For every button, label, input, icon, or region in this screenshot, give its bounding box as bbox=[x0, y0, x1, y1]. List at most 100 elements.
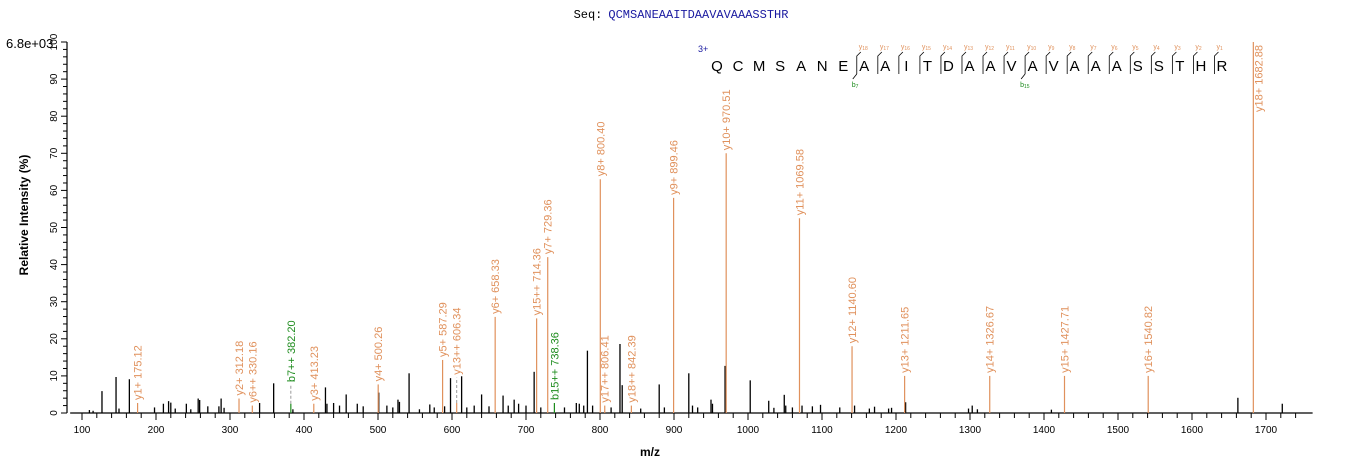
y-ion-label: y2 bbox=[1195, 44, 1202, 52]
peak-label: y13+ 1211.65 bbox=[900, 307, 912, 373]
y-ion-letter: y bbox=[859, 44, 863, 51]
peak-label: y11+ 1069.58 bbox=[794, 149, 806, 215]
y-ion-bracket bbox=[1003, 51, 1009, 74]
sequence-residue: A bbox=[1091, 58, 1101, 75]
x-tick-label: 1500 bbox=[1107, 425, 1130, 436]
y-ion-bracket bbox=[982, 51, 988, 74]
y-ion-bracket bbox=[1024, 51, 1030, 74]
peak-label: y18+ 1682.88 bbox=[1253, 45, 1265, 112]
sequence-residue: A bbox=[986, 58, 996, 75]
y-ion-label: y10 bbox=[1027, 44, 1036, 52]
y-ion-letter: y bbox=[943, 44, 947, 51]
peak-label: y10+ 970.51 bbox=[721, 89, 733, 150]
y-ion-number: 15 bbox=[925, 46, 931, 52]
intensity-max-label: 6.8e+03 bbox=[6, 36, 53, 51]
y-ion-bracket bbox=[1150, 51, 1156, 74]
y-ion-label: y7 bbox=[1090, 44, 1097, 52]
y-ion-letter: y bbox=[1090, 44, 1094, 51]
y-ion-label: y8 bbox=[1069, 44, 1076, 52]
y-tick-label: 20 bbox=[49, 333, 60, 345]
y-ion-label: y16 bbox=[901, 44, 910, 52]
y-ion-number: 16 bbox=[904, 46, 910, 52]
y-ion-letter: y bbox=[1153, 44, 1157, 51]
y-ion-letter: y bbox=[1216, 44, 1220, 51]
sequence-residue: V bbox=[1007, 58, 1017, 75]
peak-label: y14+ 1326.67 bbox=[985, 306, 997, 373]
x-tick-label: 1300 bbox=[959, 425, 982, 436]
y-ion-letter: y bbox=[1195, 44, 1199, 51]
y-ion-bracket bbox=[1087, 51, 1093, 74]
x-tick-label: 1400 bbox=[1033, 425, 1056, 436]
sequence-residue: S bbox=[1133, 58, 1143, 75]
peak-label: y15+ 1427.71 bbox=[1060, 306, 1072, 373]
b-ion-number: 7 bbox=[856, 84, 859, 90]
y-ion-label: y11 bbox=[1006, 44, 1015, 52]
chart-title: Seq: QCMSANEAAITDAAVAVAAASSTHR bbox=[0, 8, 1362, 22]
sequence-residue: H bbox=[1195, 58, 1206, 75]
y-ion-bracket bbox=[961, 51, 967, 74]
y-ion-letter: y bbox=[1069, 44, 1073, 51]
x-tick-label: 700 bbox=[518, 425, 535, 436]
sequence-residue: N bbox=[817, 58, 828, 75]
y-ion-number: 9 bbox=[1052, 46, 1055, 52]
y-ion-number: 2 bbox=[1199, 46, 1202, 52]
sequence-residue: A bbox=[1028, 58, 1038, 75]
sequence-residue: A bbox=[1070, 58, 1080, 75]
y-ion-bracket bbox=[898, 51, 904, 74]
y-ion-letter: y bbox=[880, 44, 884, 51]
sequence-residue: A bbox=[880, 58, 890, 75]
b-ion-label: b7 bbox=[852, 82, 859, 90]
y-tick-label: 0 bbox=[49, 410, 60, 416]
x-tick-label: 1100 bbox=[811, 425, 833, 436]
y-ion-label: y17 bbox=[880, 44, 889, 52]
y-ion-label: y5 bbox=[1132, 44, 1139, 52]
x-tick-label: 1700 bbox=[1255, 425, 1278, 436]
title-sequence: QCMSANEAAITDAAVAVAAASSTHR bbox=[608, 8, 789, 22]
y-ion-number: 13 bbox=[967, 46, 973, 52]
b-ion-bracket bbox=[852, 73, 858, 80]
y-ion-label: y13 bbox=[964, 44, 973, 52]
y-tick-label: 70 bbox=[49, 147, 60, 159]
y-ion-number: 17 bbox=[883, 46, 889, 52]
sequence-residue: C bbox=[733, 58, 744, 75]
y-ion-bracket bbox=[1129, 51, 1135, 74]
y-ion-bracket bbox=[919, 51, 925, 74]
peak-label: y12+ 1140.60 bbox=[847, 277, 859, 343]
y-ion-letter: y bbox=[1027, 44, 1031, 51]
x-tick-label: 100 bbox=[74, 425, 91, 436]
peak-label: y18++ 842.39 bbox=[626, 335, 638, 402]
charge-state: 3+ bbox=[698, 44, 708, 54]
peak-label: y6++ 330.16 bbox=[247, 341, 259, 402]
y-ion-bracket bbox=[1171, 51, 1177, 74]
b-ion-bracket bbox=[1020, 73, 1026, 80]
axes: 100 200 300 400 500 600 700 800 900 1000 1100 1200 1… bbox=[49, 33, 1313, 436]
sequence-residue: Q bbox=[711, 58, 723, 75]
y-tick-label: 30 bbox=[49, 296, 60, 308]
y-ion-label: y3 bbox=[1174, 44, 1181, 52]
b-ion-letter: b bbox=[852, 82, 856, 89]
y-tick-label: 80 bbox=[49, 110, 60, 122]
y-ion-letter: y bbox=[964, 44, 968, 51]
peaks bbox=[88, 42, 1283, 413]
y-ion-number: 1 bbox=[1220, 46, 1223, 52]
peak-label: y4+ 500.26 bbox=[373, 327, 385, 382]
y-ion-label: y6 bbox=[1111, 44, 1118, 52]
y-ion-label: y15 bbox=[922, 44, 931, 52]
x-tick-label: 900 bbox=[666, 425, 683, 436]
y-ion-letter: y bbox=[1006, 44, 1010, 51]
y-ion-label: y18 bbox=[859, 44, 868, 52]
y-tick-label: 100 bbox=[49, 33, 60, 50]
y-ion-bracket bbox=[1066, 51, 1072, 74]
peak-label: y15++ 714.36 bbox=[532, 248, 544, 315]
sequence-residue: V bbox=[1049, 58, 1059, 75]
x-tick-label: 1600 bbox=[1181, 425, 1204, 436]
y-ion-letter: y bbox=[1111, 44, 1115, 51]
y-ion-letter: y bbox=[1132, 44, 1136, 51]
y-ion-bracket bbox=[877, 51, 883, 74]
sequence-residue: I bbox=[904, 58, 908, 75]
y-ion-number: 5 bbox=[1136, 46, 1139, 52]
y-ion-label: y14 bbox=[943, 44, 952, 52]
y-ion-number: 7 bbox=[1094, 46, 1097, 52]
y-tick-label: 50 bbox=[49, 222, 60, 234]
